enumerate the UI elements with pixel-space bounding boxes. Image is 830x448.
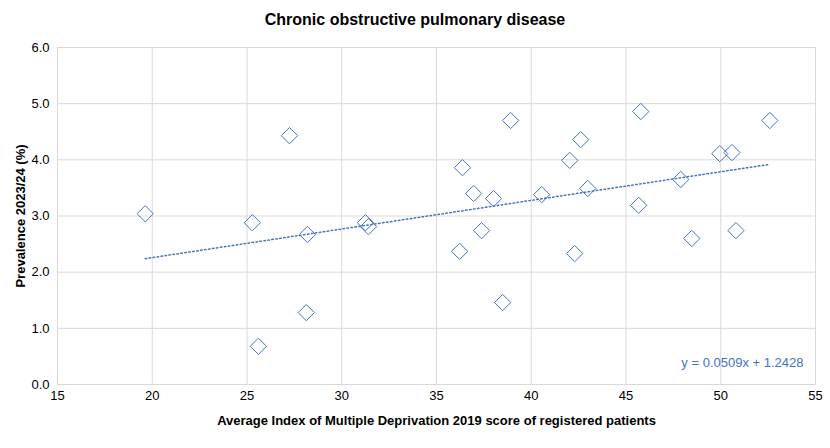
svg-text:4.0: 4.0 (31, 152, 49, 167)
svg-text:Average Index of Multiple Depr: Average Index of Multiple Deprivation 20… (217, 413, 656, 428)
svg-text:3.0: 3.0 (31, 208, 49, 223)
svg-text:45: 45 (619, 388, 633, 403)
svg-text:5.0: 5.0 (31, 96, 49, 111)
svg-text:35: 35 (429, 388, 443, 403)
svg-text:55: 55 (808, 388, 822, 403)
svg-text:y = 0.0509x + 1.2428: y = 0.0509x + 1.2428 (681, 355, 803, 370)
svg-text:1.0: 1.0 (31, 320, 49, 335)
svg-text:15: 15 (50, 388, 64, 403)
svg-text:50: 50 (714, 388, 728, 403)
svg-text:25: 25 (240, 388, 254, 403)
svg-text:30: 30 (335, 388, 349, 403)
svg-text:0.0: 0.0 (31, 377, 49, 392)
svg-text:40: 40 (524, 388, 538, 403)
svg-text:6.0: 6.0 (31, 40, 49, 55)
svg-text:20: 20 (145, 388, 159, 403)
svg-text:Prevalence 2023/24 (%): Prevalence 2023/24 (%) (13, 144, 28, 287)
svg-text:2.0: 2.0 (31, 264, 49, 279)
html-text:Chronic obstructive pulmonary: Chronic obstructive pulmonary disease (264, 11, 566, 28)
